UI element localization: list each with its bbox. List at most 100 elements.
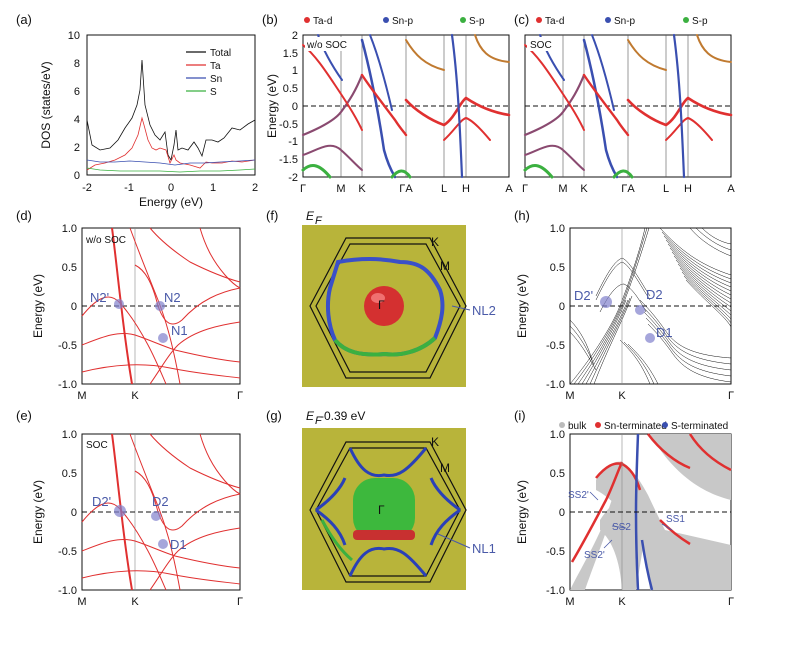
c-xtick: Γ: [522, 183, 528, 195]
a-xtick: 2: [252, 182, 258, 194]
e-node-d1: [158, 539, 168, 549]
h-annotation-d1: D1: [656, 325, 673, 340]
panel-b-yticks: 2 1.5 1 0.5 0 -0.5 -1 -1.5 -2: [279, 30, 298, 184]
h-annotation-d2p: D2': [574, 288, 593, 303]
panel-e-yticks: 1.0 0.5 0 -0.5 -1.0: [58, 429, 77, 597]
b-inset-bg: [305, 37, 351, 51]
c-inset: SOC: [530, 40, 552, 51]
i-xtick: M: [565, 596, 574, 608]
b-xtick: K: [358, 183, 366, 195]
b-ytick: -2: [288, 172, 298, 184]
a-ytick: 0: [74, 170, 80, 182]
g-network: [315, 447, 461, 577]
h-ytick: 1.0: [550, 223, 565, 235]
d-node-n1: [158, 333, 168, 343]
d-ytick: -0.5: [58, 340, 77, 352]
f-point-m: M: [440, 259, 450, 273]
b-legend-sn: Sn-p: [392, 16, 414, 27]
panel-d-label: (d): [16, 208, 32, 223]
dos-sn-curve: [86, 159, 256, 166]
g-title: E: [306, 409, 315, 423]
e-ytick: -1.0: [58, 585, 77, 597]
i-xtick: K: [618, 596, 626, 608]
legend-s: S: [210, 87, 217, 98]
panel-c-xticks: Γ M K ΓA L H A: [522, 183, 735, 195]
legend-sn: Sn: [210, 74, 222, 85]
i-ytick: 0.5: [550, 468, 565, 480]
panel-a-legend: Total Ta Sn S: [186, 48, 231, 98]
f-point-k: K: [431, 235, 439, 249]
legend-dot-s: [460, 17, 466, 23]
i-annotation-ss2p: SS2': [568, 490, 589, 501]
c-legend-sn: Sn-p: [614, 16, 636, 27]
b-legend-ta: Ta-d: [313, 16, 332, 27]
b-ytick: 0.5: [283, 83, 298, 95]
legend-dot-s: [683, 17, 689, 23]
e-ytick: -0.5: [58, 546, 77, 558]
i-legend-bulk: bulk: [568, 421, 587, 432]
g-green-arc: [320, 519, 353, 562]
i-bulk-continuum: [570, 434, 731, 590]
b-ytick: 2: [292, 30, 298, 42]
i-annotation-ss1: SS1: [666, 514, 685, 525]
panel-i-xticks: M K Γ: [565, 596, 734, 608]
e-ytick: 1.0: [62, 429, 77, 441]
h-xtick: K: [618, 390, 626, 402]
e-node-d2: [151, 511, 161, 521]
g-title-sub: F: [315, 415, 323, 427]
a-xtick: -2: [82, 182, 92, 194]
e-annotation-d2p: D2': [92, 494, 111, 509]
f-point-gamma: Γ: [378, 298, 385, 312]
panel-i: (i) bulk Sn-terminated S-terminated Ener…: [514, 408, 734, 608]
g-title-suffix: -0.39 eV: [320, 409, 365, 423]
i-ytick: -0.5: [546, 546, 565, 558]
d-xtick: M: [77, 390, 86, 402]
d-ytick: 1.0: [62, 223, 77, 235]
panel-c: (c) Ta-d Sn-p S-p: [514, 12, 735, 195]
h-xtick: Γ: [728, 390, 734, 402]
i-xtick: Γ: [728, 596, 734, 608]
e-inset: SOC: [86, 440, 108, 451]
legend-total: Total: [210, 48, 231, 59]
h-annotation-d2: D2: [646, 287, 663, 302]
h-node-d2p: [600, 296, 612, 308]
a-xlabel: Energy (eV): [139, 195, 203, 209]
a-ytick: 8: [74, 58, 80, 70]
c-legend-ta: Ta-d: [545, 16, 564, 27]
b-xtick: M: [336, 183, 345, 195]
panel-h-label: (h): [514, 208, 530, 223]
e-ylabel: Energy (eV): [31, 480, 45, 544]
b-ylabel: Energy (eV): [265, 74, 279, 138]
i-ylabel: Energy (eV): [515, 480, 529, 544]
g-point-m: M: [440, 461, 450, 475]
b-xtick: ΓA: [399, 183, 413, 195]
h-xtick: M: [565, 390, 574, 402]
e-node-d2p: [114, 505, 126, 517]
e-xtick: Γ: [237, 596, 243, 608]
panel-f-label: (f): [266, 208, 278, 223]
panel-a-frame: [86, 34, 256, 176]
d-ytick: -1.0: [58, 379, 77, 391]
i-ytick: -1.0: [546, 585, 565, 597]
d-ytick: 0: [71, 301, 77, 313]
g-annotation: NL1: [472, 541, 496, 556]
f-annotation: NL2: [472, 303, 496, 318]
d-ylabel: Energy (eV): [31, 274, 45, 338]
c-xtick: ΓA: [621, 183, 635, 195]
c-xtick: M: [558, 183, 567, 195]
h-node-d1: [645, 333, 655, 343]
b-ytick: 1.5: [283, 48, 298, 60]
c-xtick: L: [663, 183, 669, 195]
legend-ta: Ta: [210, 61, 221, 72]
i-ytick: 1.0: [550, 429, 565, 441]
panel-d-yticks: 1.0 0.5 0 -0.5 -1.0: [58, 223, 77, 391]
f-gamma-highlight: [371, 293, 385, 303]
i-annotation-pointers: [589, 491, 673, 549]
panel-b-label: (b): [262, 12, 278, 27]
b-ytick: 1: [292, 65, 298, 77]
panel-a: (a) 10 8 6 4 2 0 -2 -1 0 1 2 Energy (eV)…: [16, 12, 258, 209]
i-annotation-ss2p-lower: SS2': [584, 550, 605, 561]
d-annotation-n2p: N2': [90, 290, 109, 305]
e-xtick: M: [77, 596, 86, 608]
